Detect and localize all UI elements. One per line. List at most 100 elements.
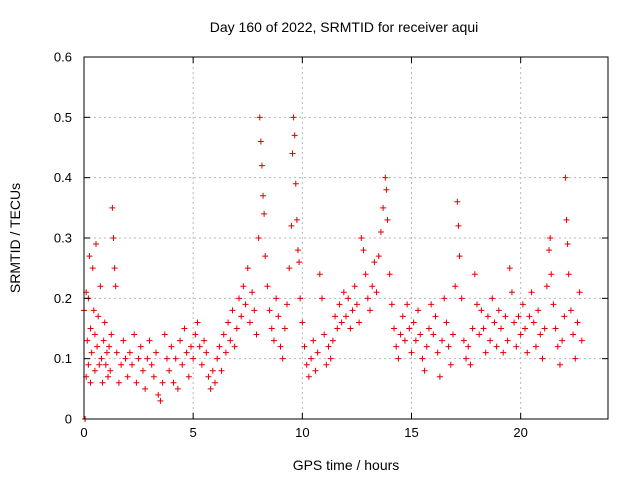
data-point (380, 204, 387, 211)
data-point (574, 319, 581, 326)
data-point (150, 373, 157, 380)
data-point (277, 343, 284, 350)
axis-ticks (83, 56, 608, 420)
data-point (460, 337, 467, 344)
data-point (284, 301, 291, 308)
data-point (122, 355, 129, 362)
data-point (163, 355, 170, 362)
data-point (266, 307, 273, 314)
data-point (417, 331, 424, 338)
data-point (502, 313, 509, 320)
data-point (316, 271, 323, 278)
data-point (251, 307, 258, 314)
data-point (489, 295, 496, 302)
x-axis-label: GPS time / hours (293, 457, 400, 473)
data-point (465, 343, 472, 350)
data-point (391, 325, 398, 332)
data-point (137, 343, 144, 350)
data-point (454, 198, 461, 205)
data-point (260, 192, 267, 199)
data-point (421, 367, 428, 374)
data-point (144, 355, 151, 362)
data-point (157, 397, 164, 404)
x-tick-label: 0 (80, 425, 87, 440)
data-point (535, 307, 542, 314)
data-point (89, 265, 96, 272)
data-point (484, 313, 491, 320)
data-point (526, 313, 533, 320)
data-point (495, 307, 502, 314)
data-point (404, 301, 411, 308)
data-point (332, 313, 339, 320)
data-point (97, 283, 104, 290)
data-point (382, 174, 389, 181)
data-point (109, 204, 116, 211)
data-point (463, 355, 470, 362)
data-point (296, 259, 303, 266)
data-point (455, 222, 462, 229)
data-point (547, 235, 554, 241)
data-point (105, 373, 112, 380)
data-point (229, 307, 236, 314)
data-point (113, 349, 120, 356)
data-point (177, 337, 184, 344)
data-point (360, 247, 367, 254)
data-point (325, 343, 332, 350)
data-point (102, 361, 109, 368)
data-point (567, 307, 574, 314)
data-point (397, 331, 404, 338)
data-point (225, 319, 232, 326)
data-point (318, 295, 325, 302)
data-point (96, 361, 103, 368)
data-point (506, 265, 513, 272)
data-point (294, 247, 301, 254)
data-point (301, 343, 308, 350)
data-point (246, 319, 253, 326)
data-point (384, 216, 391, 223)
data-point (289, 150, 296, 157)
data-point (135, 355, 142, 362)
data-point (242, 301, 249, 308)
data-point (476, 331, 483, 338)
data-point (395, 355, 402, 362)
data-point (327, 355, 334, 362)
data-point (131, 331, 138, 338)
data-point (425, 325, 432, 332)
data-point (539, 355, 546, 362)
data-point (419, 355, 426, 362)
data-point (386, 271, 393, 278)
data-point (153, 349, 160, 356)
data-point (314, 349, 321, 356)
data-point (198, 361, 205, 368)
data-point (194, 319, 201, 326)
data-point (262, 253, 269, 260)
data-point (487, 337, 494, 344)
data-point (432, 313, 439, 320)
chart-title: Day 160 of 2022, SRMTID for receiver aqu… (210, 19, 478, 35)
data-point (281, 325, 288, 332)
data-point (190, 355, 197, 362)
data-point (399, 313, 406, 320)
data-point (340, 289, 347, 296)
data-point (187, 343, 194, 350)
data-point (334, 325, 341, 332)
y-tick-label: 0.1 (54, 351, 72, 366)
data-point (443, 319, 450, 326)
data-point (482, 349, 489, 356)
data-point (447, 361, 454, 368)
y-tick-label: 0.3 (54, 231, 72, 246)
data-point (249, 289, 256, 296)
data-point (408, 349, 415, 356)
data-point (353, 301, 360, 308)
data-point (515, 313, 522, 320)
data-point (393, 343, 400, 350)
data-point (238, 313, 245, 320)
data-point (578, 337, 585, 344)
data-point (256, 114, 263, 121)
data-point (214, 355, 221, 362)
data-point (441, 295, 448, 302)
data-point (561, 313, 568, 320)
data-point (498, 325, 505, 332)
data-point (559, 337, 566, 344)
